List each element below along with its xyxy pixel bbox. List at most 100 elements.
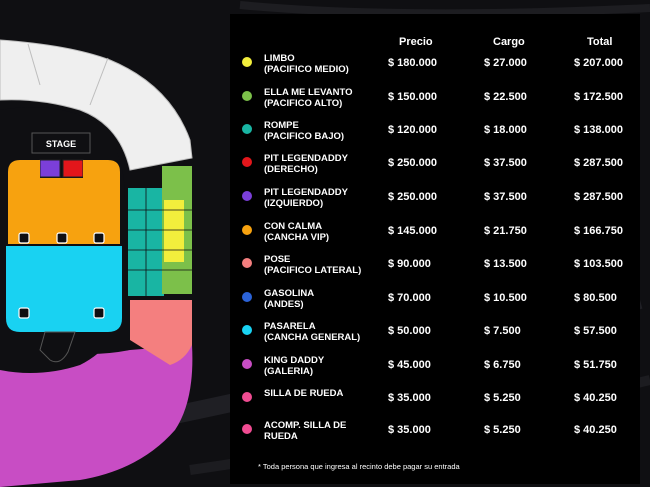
row-name-line2: (CANCHA VIP) — [264, 232, 330, 243]
section-con-calma[interactable] — [8, 160, 120, 244]
cell-precio: $ 90.000 — [388, 258, 431, 270]
section-pose[interactable] — [130, 300, 192, 365]
cell-total: $ 287.500 — [574, 191, 623, 203]
footnote: * Toda persona que ingresa al recinto de… — [258, 462, 460, 471]
table-row: LIMBO (PACIFICO MEDIO) $ 180.000 $ 27.000 $ … — [230, 52, 640, 86]
cell-total: $ 51.750 — [574, 359, 617, 371]
row-name: SILLA DE RUEDA — [264, 388, 343, 399]
row-name-line2: (ANDES) — [264, 299, 304, 310]
cell-cargo: $ 5.250 — [484, 392, 521, 404]
row-name-line2: (PACIFICO LATERAL) — [264, 265, 362, 276]
legend-color-dot — [242, 57, 252, 67]
row-name: LIMBO (PACIFICO MEDIO) — [264, 53, 349, 75]
row-name-line1: ACOMP. SILLA DE — [264, 420, 347, 431]
cell-precio: $ 35.000 — [388, 392, 431, 404]
row-name-line2: (PACIFICO BAJO) — [264, 131, 345, 142]
row-name: POSE (PACIFICO LATERAL) — [264, 254, 361, 276]
cell-total: $ 40.250 — [574, 392, 617, 404]
table-row: PIT LEGENDADDY (DERECHO) $ 250.000 $ 37.500… — [230, 152, 640, 186]
cell-cargo: $ 21.750 — [484, 225, 527, 237]
row-name-line2: (PACIFICO MEDIO) — [264, 64, 349, 75]
row-name-line1: PASARELA — [264, 321, 316, 332]
legend-color-dot — [242, 424, 252, 434]
cell-total: $ 80.500 — [574, 292, 617, 304]
cell-total: $ 172.500 — [574, 91, 623, 103]
cell-precio: $ 35.000 — [388, 424, 431, 436]
row-name-line2: (PACIFICO ALTO) — [264, 98, 343, 109]
row-name: CON CALMA (CANCHA VIP) — [264, 221, 329, 243]
cell-precio: $ 250.000 — [388, 157, 437, 169]
row-name-line1: LIMBO — [264, 53, 295, 64]
row-name: PASARELA (CANCHA GENERAL) — [264, 321, 360, 343]
stage-label: STAGE — [46, 139, 76, 149]
row-name: ROMPE (PACIFICO BAJO) — [264, 120, 344, 142]
cell-total: $ 207.000 — [574, 57, 623, 69]
row-name: ELLA ME LEVANTO (PACIFICO ALTO) — [264, 87, 353, 109]
section-pit-derecho[interactable] — [62, 159, 84, 178]
cell-cargo: $ 5.250 — [484, 424, 521, 436]
legend-color-dot — [242, 258, 252, 268]
row-name: GASOLINA (ANDES) — [264, 288, 314, 310]
header-precio: Precio — [399, 36, 433, 48]
header-total: Total — [587, 36, 613, 48]
legend-color-dot — [242, 191, 252, 201]
table-row: ROMPE (PACIFICO BAJO) $ 120.000 $ 18.000 $ 1… — [230, 119, 640, 153]
row-name-line1: POSE — [264, 254, 291, 265]
row-name-line2: (IZQUIERDO) — [264, 198, 324, 209]
table-row: PIT LEGENDADDY (IZQUIERDO) $ 250.000 $ 37.5… — [230, 186, 640, 220]
cell-cargo: $ 18.000 — [484, 124, 527, 136]
table-row: CON CALMA (CANCHA VIP) $ 145.000 $ 21.750 $ … — [230, 220, 640, 254]
cell-cargo: $ 7.500 — [484, 325, 521, 337]
table-row: KING DADDY (GALERIA) $ 45.000 $ 6.750 $ 51.7… — [230, 354, 640, 388]
row-name: PIT LEGENDADDY (DERECHO) — [264, 153, 348, 175]
cell-total: $ 40.250 — [574, 424, 617, 436]
cell-cargo: $ 37.500 — [484, 191, 527, 203]
legend-color-dot — [242, 91, 252, 101]
row-name-line2: (GALERIA) — [264, 366, 314, 377]
cell-total: $ 287.500 — [574, 157, 623, 169]
cell-precio: $ 70.000 — [388, 292, 431, 304]
row-name-line2: RUEDA — [264, 431, 298, 442]
row-name-line1: ELLA ME LEVANTO — [264, 87, 353, 98]
legend-color-dot — [242, 124, 252, 134]
table-row: SILLA DE RUEDA $ 35.000 $ 5.250 $ 40.250 — [230, 387, 640, 421]
row-name-line1: KING DADDY — [264, 355, 325, 366]
upper-white-section[interactable] — [0, 39, 193, 171]
cell-total: $ 166.750 — [574, 225, 623, 237]
header-cargo: Cargo — [493, 36, 525, 48]
row-name: PIT LEGENDADDY (IZQUIERDO) — [264, 187, 348, 209]
legend-color-dot — [242, 292, 252, 302]
cell-total: $ 103.500 — [574, 258, 623, 270]
section-pit-izquierdo[interactable] — [39, 159, 61, 178]
cell-precio: $ 145.000 — [388, 225, 437, 237]
row-name-line2: (DERECHO) — [264, 164, 318, 175]
row-name-line1: GASOLINA — [264, 288, 315, 299]
section-limbo[interactable] — [164, 200, 184, 262]
cell-cargo: $ 27.000 — [484, 57, 527, 69]
cell-total: $ 57.500 — [574, 325, 617, 337]
row-name-line1: PIT LEGENDADDY — [264, 187, 348, 198]
cell-precio: $ 180.000 — [388, 57, 437, 69]
section-pasarela[interactable] — [6, 246, 122, 332]
legend-color-dot — [242, 325, 252, 335]
legend-color-dot — [242, 225, 252, 235]
row-name-line1: SILLA DE RUEDA — [264, 388, 344, 399]
table-row: POSE (PACIFICO LATERAL) $ 90.000 $ 13.500 $ … — [230, 253, 640, 287]
table-row: PASARELA (CANCHA GENERAL) $ 50.000 $ 7.500 $… — [230, 320, 640, 354]
table-row: ELLA ME LEVANTO (PACIFICO ALTO) $ 150.000 $… — [230, 86, 640, 120]
cell-precio: $ 250.000 — [388, 191, 437, 203]
cell-cargo: $ 37.500 — [484, 157, 527, 169]
legend-color-dot — [242, 359, 252, 369]
table-row: ACOMP. SILLA DE RUEDA $ 35.000 $ 5.250 $ 40.… — [230, 419, 640, 453]
row-name-line1: ROMPE — [264, 120, 299, 131]
stage — [31, 132, 91, 154]
cell-cargo: $ 13.500 — [484, 258, 527, 270]
table-row: GASOLINA (ANDES) $ 70.000 $ 10.500 $ 80.500 — [230, 287, 640, 321]
row-name-line2: (CANCHA GENERAL) — [264, 332, 361, 343]
legend-color-dot — [242, 157, 252, 167]
row-name-line1: CON CALMA — [264, 221, 323, 232]
price-table: Precio Cargo Total LIMBO (PACIFICO MEDIO)… — [230, 14, 640, 484]
row-name: ACOMP. SILLA DE RUEDA — [264, 420, 346, 442]
cell-cargo: $ 22.500 — [484, 91, 527, 103]
